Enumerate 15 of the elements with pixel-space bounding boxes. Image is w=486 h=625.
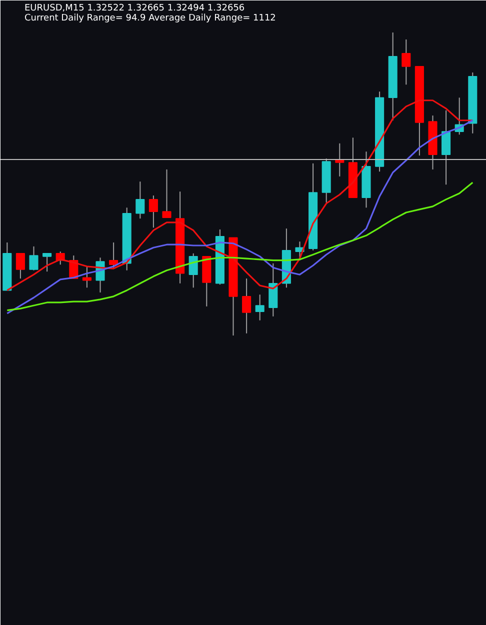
candlestick [29,246,38,271]
chart-title: EURUSD,M15 1.32522 1.32665 1.32494 1.32656 [24,4,245,14]
candlestick [136,181,145,220]
candlestick [162,168,172,218]
candlestick [16,252,25,280]
candlestick [188,252,198,288]
candlestick [82,266,92,288]
candlestick [148,195,158,228]
candlestick [255,294,264,321]
candlestick [442,110,451,186]
candlestick [109,242,118,268]
candlestick [242,278,252,334]
candlestick [402,38,411,86]
chart-subtitle: Current Daily Range= 94.9 Average Daily Range= 1112 [24,14,276,24]
candlestick [42,252,52,272]
